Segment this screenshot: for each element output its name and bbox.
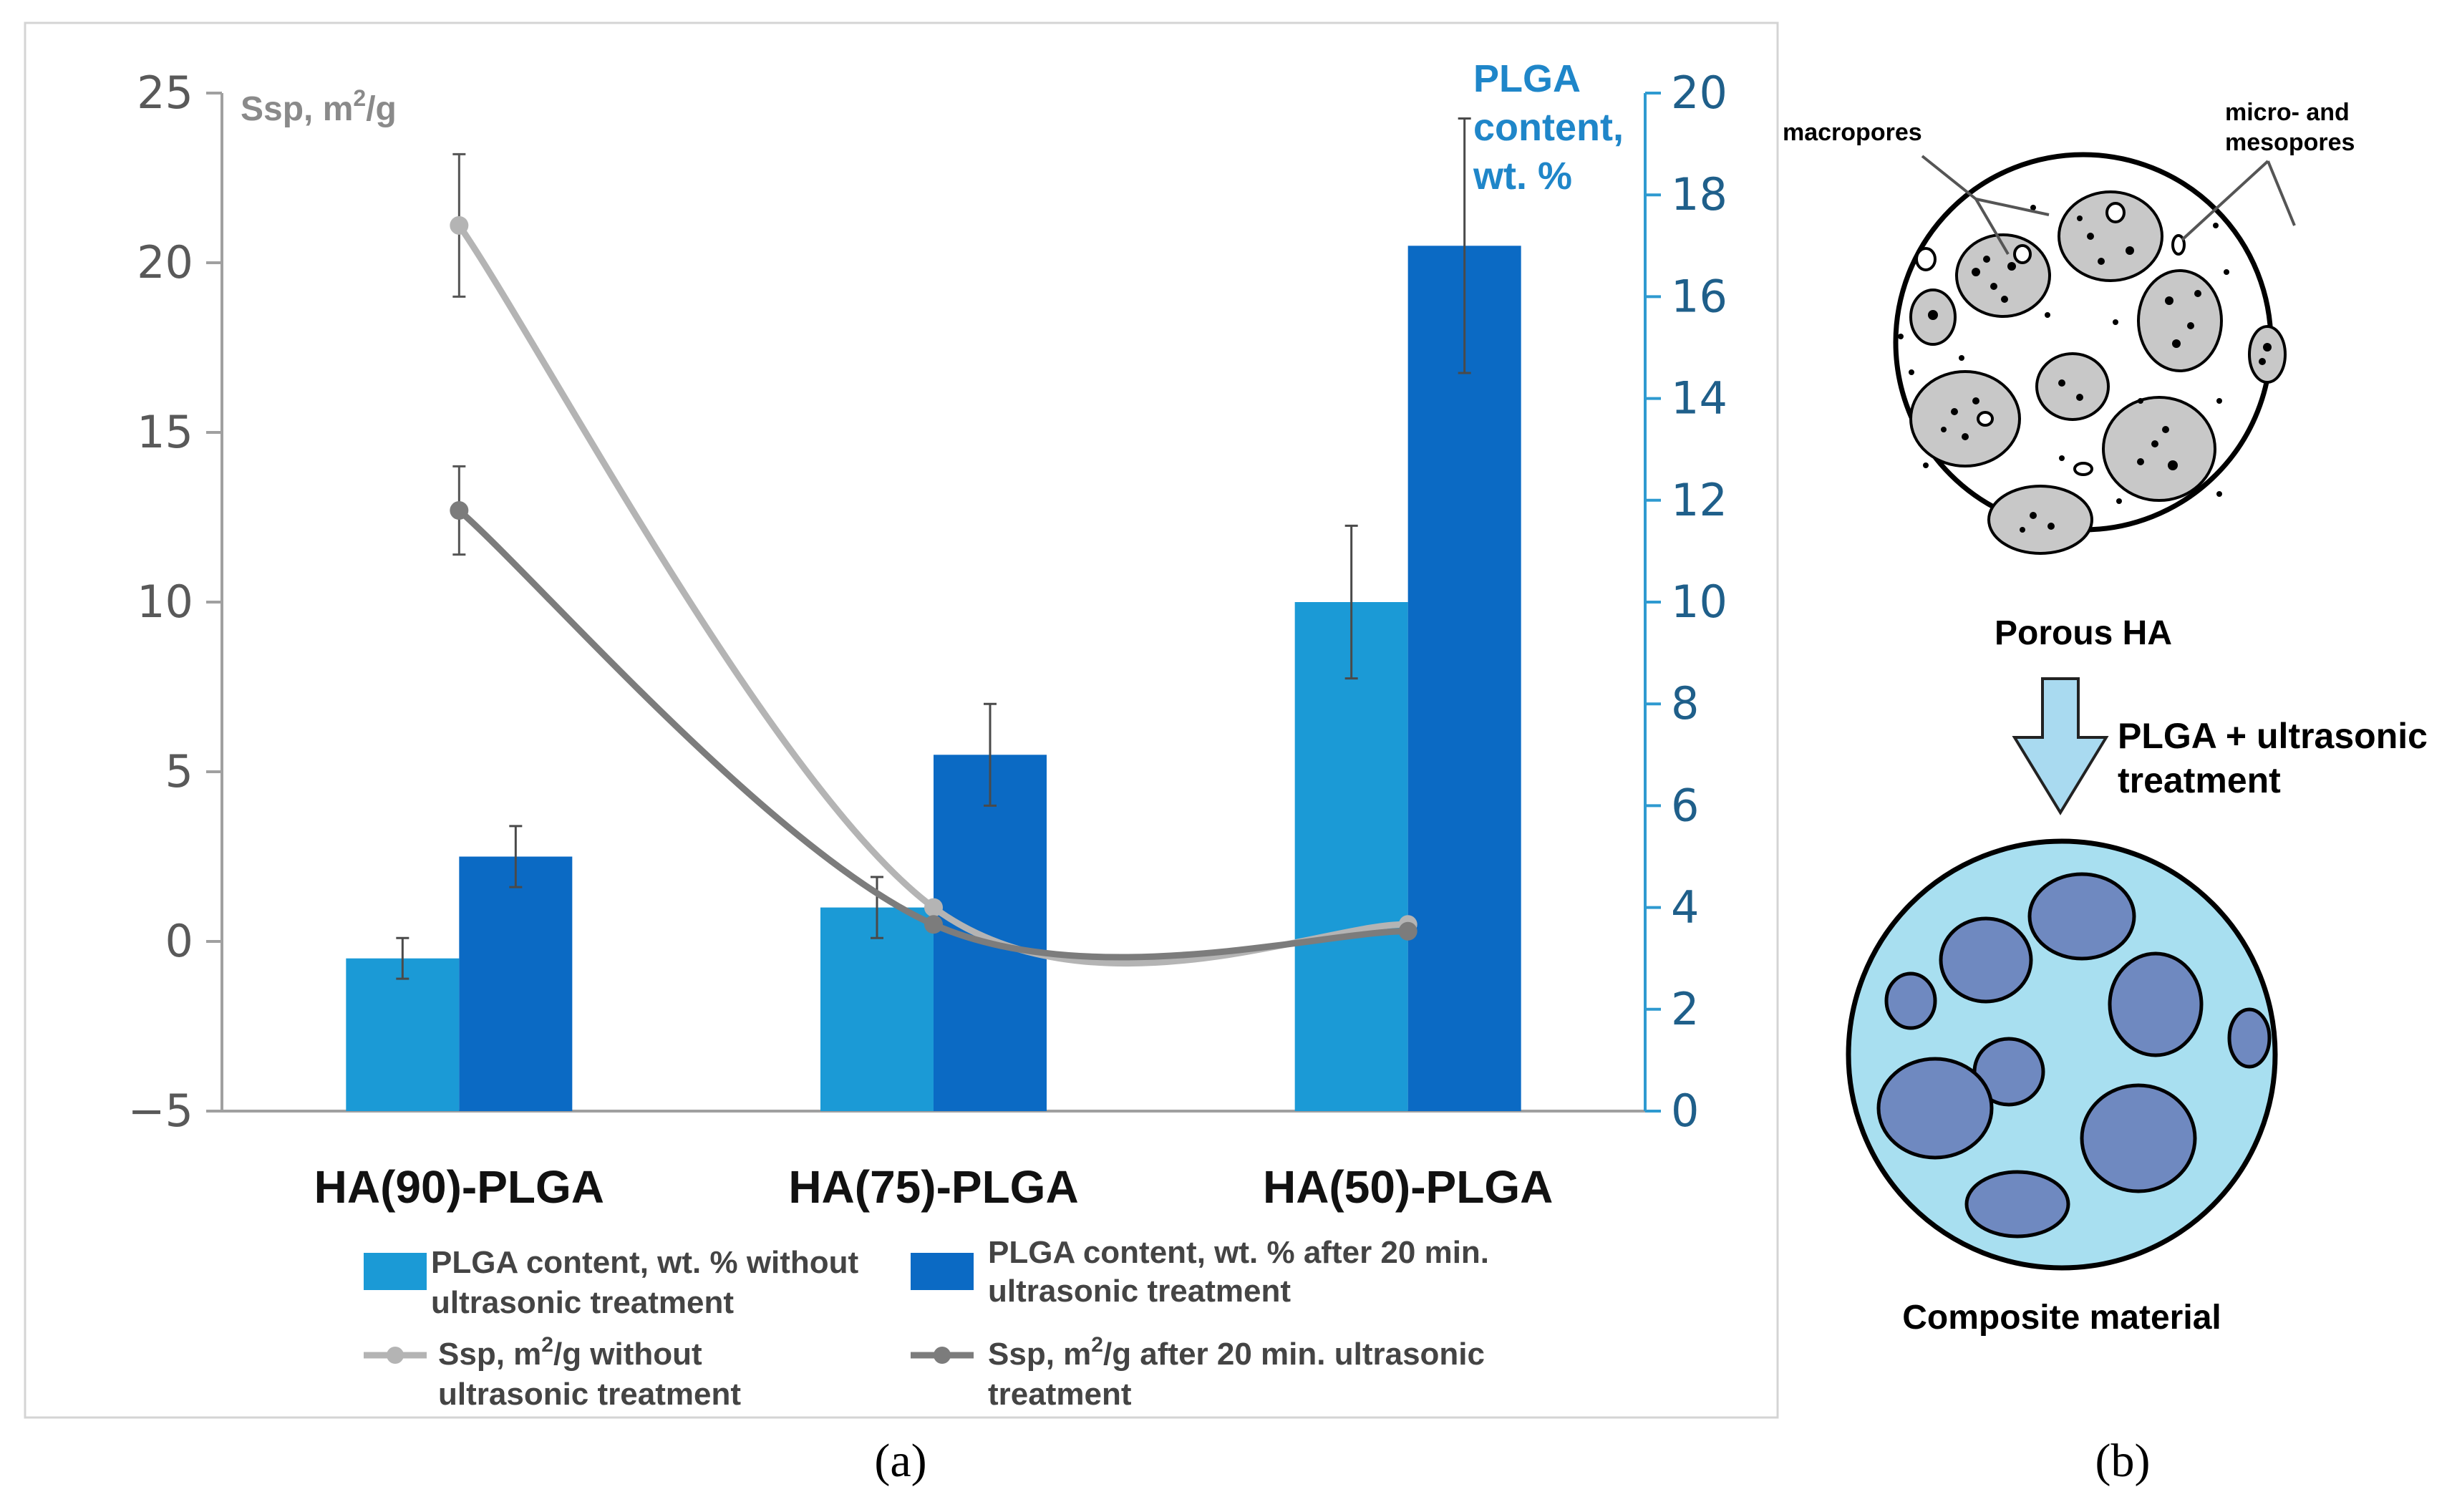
macropore bbox=[1909, 370, 2021, 467]
right-axis-title: PLGA content, wt. % bbox=[1473, 57, 1624, 198]
series-point bbox=[450, 215, 469, 235]
bar bbox=[346, 958, 460, 1111]
left-tick-label: −5 bbox=[128, 1085, 193, 1137]
right-tick-label: 12 bbox=[1671, 474, 1727, 526]
label-composite: Composite material bbox=[1902, 1299, 2221, 1337]
chart-lines bbox=[450, 152, 1417, 967]
legend-label-line-after-2: treatment bbox=[988, 1377, 1132, 1412]
label-macropores: macropores bbox=[1783, 119, 1922, 146]
legend-label-line-after: Ssp, m2/g after 20 min. ultrasonic bbox=[988, 1333, 1485, 1372]
macropore bbox=[2102, 396, 2216, 502]
category-label: HA(90)-PLGA bbox=[314, 1161, 604, 1213]
micropore bbox=[2171, 234, 2186, 256]
legend-label-line-without: Ssp, m2/g without bbox=[438, 1333, 702, 1372]
bar bbox=[820, 907, 934, 1111]
category-label: HA(75)-PLGA bbox=[788, 1161, 1078, 1213]
chart-bars bbox=[346, 117, 1521, 1111]
macropore bbox=[2058, 190, 2163, 282]
right-tick-label: 4 bbox=[1671, 881, 1699, 934]
legend-label-bar-without-2: ultrasonic treatment bbox=[431, 1285, 734, 1320]
legend-swatch-bar-after bbox=[911, 1253, 974, 1290]
process-arrow-icon bbox=[2012, 677, 2109, 815]
right-tick-label: 14 bbox=[1671, 372, 1727, 425]
right-tick-label: 10 bbox=[1671, 576, 1727, 628]
svg-text:content,: content, bbox=[1473, 106, 1624, 149]
micropore bbox=[1977, 411, 1994, 427]
legend-label-bar-after-2: ultrasonic treatment bbox=[988, 1274, 1291, 1309]
series-point bbox=[924, 915, 943, 934]
macropore bbox=[2137, 269, 2223, 372]
chart-legend: PLGA content, wt. % without ultrasonic t… bbox=[364, 1235, 1489, 1412]
right-tick-label: 18 bbox=[1671, 168, 1727, 220]
legend-label-bar-without: PLGA content, wt. % without bbox=[431, 1245, 859, 1280]
legend-marker-line-after bbox=[934, 1347, 951, 1364]
left-tick-label: 5 bbox=[165, 745, 193, 798]
micropore bbox=[2013, 244, 2032, 264]
schematic-panel: macropores micro- and mesopores Porous H… bbox=[1783, 99, 2428, 1487]
svg-text:wt. %: wt. % bbox=[1473, 155, 1572, 198]
macropore bbox=[2035, 352, 2110, 421]
series-point bbox=[450, 501, 469, 520]
left-tick-label: 10 bbox=[137, 576, 193, 628]
right-tick-label: 8 bbox=[1671, 677, 1699, 730]
label-process-step-2: treatment bbox=[2118, 760, 2281, 800]
legend-swatch-bar-without bbox=[364, 1253, 427, 1290]
category-label: HA(50)-PLGA bbox=[1263, 1161, 1553, 1213]
right-axis-ticks: 0 2 4 6 8 10 12 14 16 18 20 bbox=[1645, 67, 1727, 1137]
legend-marker-line-without bbox=[387, 1347, 404, 1364]
left-tick-label: 0 bbox=[165, 915, 193, 967]
macropore bbox=[1987, 485, 2093, 555]
label-porous-ha: Porous HA bbox=[1995, 614, 2172, 652]
left-axis-ticks: −5 0 5 10 15 20 25 bbox=[128, 67, 222, 1137]
right-tick-label: 20 bbox=[1671, 67, 1727, 119]
callout-lines bbox=[1921, 155, 2296, 256]
left-tick-label: 15 bbox=[137, 406, 193, 458]
macropore bbox=[2248, 325, 2287, 384]
bar bbox=[459, 856, 573, 1111]
left-axis-title: Ssp, m2/g bbox=[241, 85, 397, 128]
nanopores bbox=[1898, 205, 2272, 533]
micro-mesopores bbox=[1915, 202, 2186, 476]
filled-pores bbox=[1876, 872, 2272, 1239]
micropore bbox=[2073, 462, 2093, 476]
series-point bbox=[924, 898, 943, 917]
right-tick-label: 6 bbox=[1671, 779, 1699, 831]
bar bbox=[1294, 602, 1408, 1111]
bar bbox=[1407, 246, 1521, 1111]
label-process-step: PLGA + ultrasonic bbox=[2118, 716, 2428, 756]
label-micro-and: micro- and bbox=[2225, 99, 2350, 126]
legend-label-bar-after: PLGA content, wt. % after 20 min. bbox=[988, 1235, 1489, 1270]
micropore bbox=[1915, 247, 1937, 271]
right-tick-label: 16 bbox=[1671, 270, 1727, 322]
series-point bbox=[1398, 921, 1417, 941]
left-tick-label: 20 bbox=[137, 236, 193, 289]
micropore bbox=[2105, 202, 2126, 223]
category-labels: HA(90)-PLGA HA(75)-PLGA HA(50)-PLGA bbox=[314, 1161, 1554, 1213]
label-mesopores: mesopores bbox=[2225, 129, 2355, 156]
left-tick-label: 25 bbox=[137, 67, 193, 119]
legend-label-line-without-2: ultrasonic treatment bbox=[438, 1377, 741, 1412]
right-tick-label: 0 bbox=[1671, 1085, 1699, 1137]
caption-b: (b) bbox=[2095, 1435, 2151, 1487]
caption-a: (a) bbox=[874, 1435, 926, 1487]
svg-text:PLGA: PLGA bbox=[1473, 57, 1581, 100]
right-tick-label: 2 bbox=[1671, 983, 1699, 1035]
